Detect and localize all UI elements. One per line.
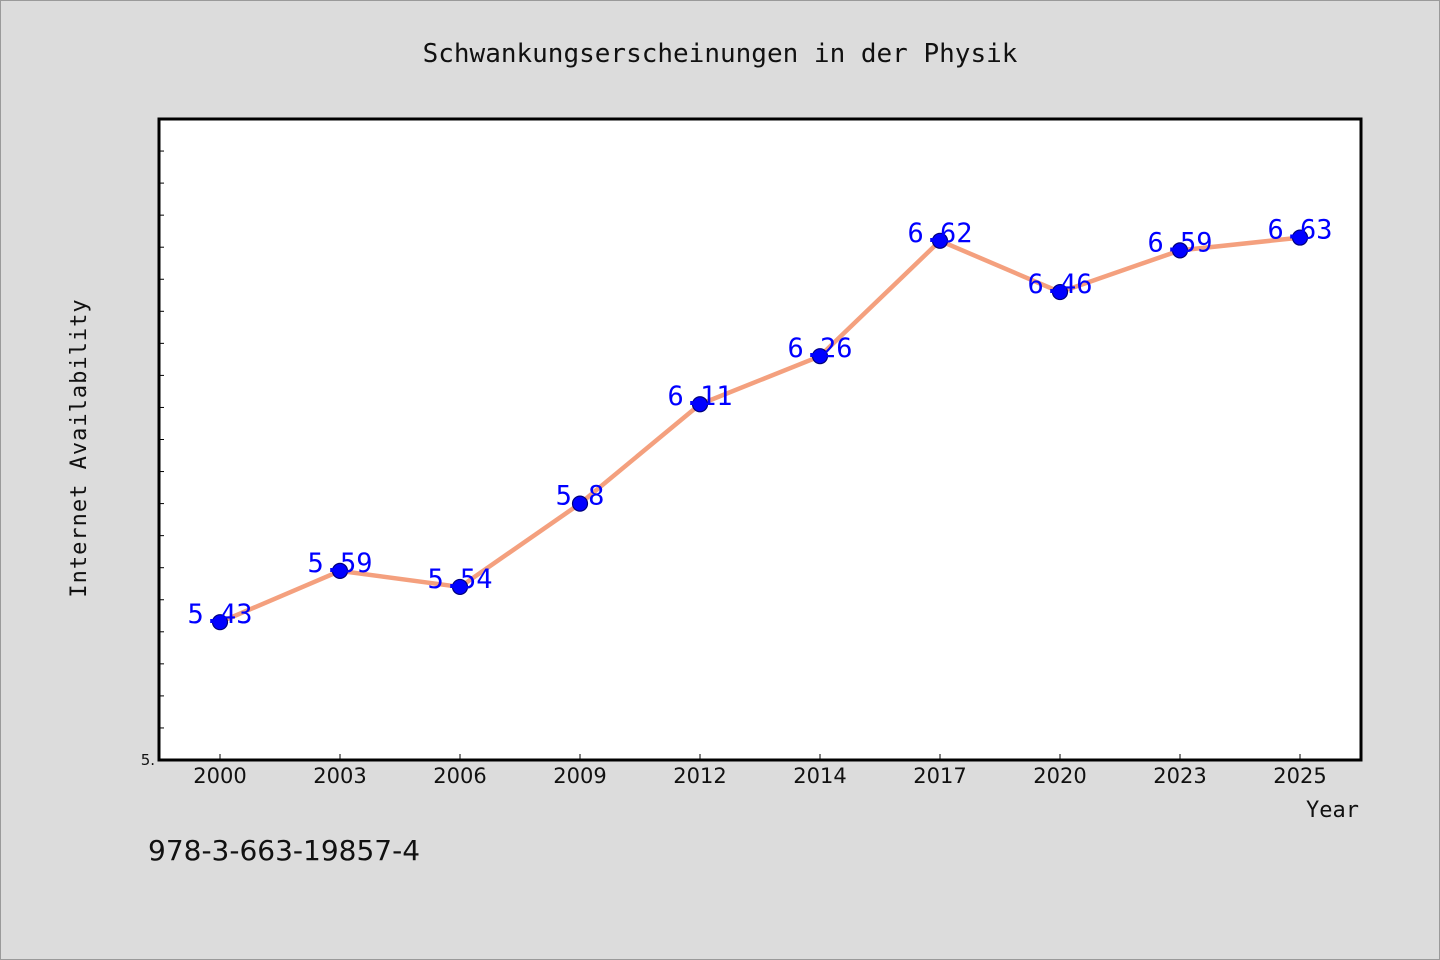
data-point <box>331 562 349 580</box>
data-point <box>451 578 469 596</box>
plot-area <box>157 117 1363 762</box>
x-tick-label: 2023 <box>1153 764 1206 788</box>
x-tick-label: 2009 <box>553 764 606 788</box>
y-axis-ticks <box>159 150 164 729</box>
data-point <box>571 495 589 512</box>
x-tick-label: 2014 <box>793 764 846 788</box>
data-label: 6.26 <box>787 333 852 364</box>
footer-isbn: 978-3-663-19857-4 <box>148 834 421 867</box>
series-group <box>211 229 1309 631</box>
data-label: 6.46 <box>1027 269 1092 300</box>
data-label: 6.11 <box>667 381 732 412</box>
y-axis-tick-labels: 5. <box>141 751 155 769</box>
data-point <box>1171 242 1189 259</box>
x-axis-label: Year <box>1306 798 1359 823</box>
data-point <box>211 614 229 631</box>
x-tick-label: 2006 <box>433 764 486 788</box>
data-label: 6.59 <box>1147 227 1212 258</box>
x-tick-label: 2025 <box>1273 764 1326 788</box>
data-point <box>691 396 709 413</box>
x-tick-label: 2017 <box>913 764 966 788</box>
data-label: 5.8 <box>556 481 605 512</box>
data-point <box>1291 229 1309 246</box>
data-label: 5.54 <box>427 564 492 595</box>
x-tick-label: 2000 <box>193 764 246 788</box>
data-point <box>811 348 829 365</box>
x-tick-label: 2020 <box>1033 764 1086 788</box>
x-axis-ticks <box>219 754 1301 760</box>
data-point <box>931 232 949 249</box>
y-tick-label: 5. <box>141 751 155 769</box>
data-label: 6.62 <box>907 218 972 249</box>
x-axis-tick-labels: 2000 2003 2006 2009 2012 2014 2017 2020 2023 2025 <box>193 764 1326 788</box>
chart-title: Schwankungserscheinungen in der Physik <box>423 39 1018 69</box>
series-line <box>219 235 1301 625</box>
data-label: 5.59 <box>307 548 372 579</box>
data-label: 5.43 <box>187 599 252 630</box>
data-labels: 5.43 5.59 5.54 5.8 6.11 6.26 6.62 6.46 6.59 6.63 <box>187 215 1332 631</box>
data-label: 6.63 <box>1267 215 1332 246</box>
y-axis-label: Internet Availability <box>67 298 92 597</box>
x-tick-label: 2003 <box>313 764 366 788</box>
data-point <box>1051 283 1069 301</box>
x-tick-label: 2012 <box>673 764 726 788</box>
